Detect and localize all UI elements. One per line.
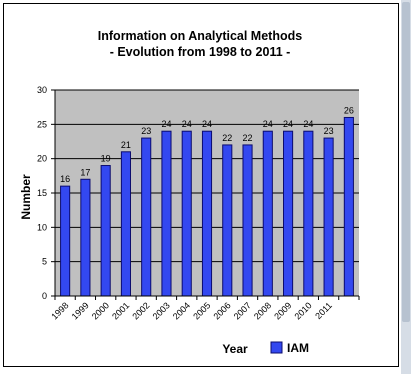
- y-tick-label: 15: [37, 188, 47, 198]
- bar: [120, 151, 131, 297]
- y-tick-label: 10: [37, 222, 47, 232]
- bar-value-label: 24: [283, 119, 293, 129]
- legend-swatch: [270, 341, 283, 354]
- bar-value-label: 24: [202, 119, 212, 129]
- legend-label: IAM: [287, 341, 309, 355]
- bar: [161, 130, 172, 297]
- bar-value-label: 24: [161, 119, 171, 129]
- bar: [262, 130, 273, 297]
- bar: [242, 144, 253, 297]
- x-tick-labels: 1998 1999 2000 2001 2002 2003 2004 2005 2006 2007…: [49, 300, 334, 321]
- bar: [222, 144, 233, 297]
- bar-value-label: 24: [263, 119, 273, 129]
- y-tick-label: 30: [37, 85, 47, 95]
- bar: [181, 130, 192, 297]
- bar-value-label: 17: [80, 167, 90, 177]
- x-tick-label: 2002: [130, 300, 151, 321]
- bar: [201, 130, 213, 297]
- y-tick-label: 20: [37, 154, 47, 164]
- x-tick-label: 2007: [232, 300, 253, 321]
- x-tick-label: 2004: [171, 300, 192, 321]
- x-tick-label: 1999: [70, 300, 91, 321]
- y-tick-labels: 0 5 10 15 20 25 30: [37, 85, 47, 301]
- axes: [51, 89, 360, 300]
- bar-value-label: 23: [141, 126, 151, 136]
- bar-value-label: 23: [324, 126, 334, 136]
- x-tick-label: 2000: [90, 300, 111, 321]
- x-tick-label: 2001: [110, 300, 131, 321]
- bar-value-label: 26: [344, 105, 354, 115]
- bar: [323, 137, 334, 297]
- x-tick-label: 2009: [272, 300, 293, 321]
- bar: [80, 178, 91, 297]
- chart-subtitle: - Evolution from 1998 to 2011 -: [110, 45, 291, 59]
- bar: [141, 137, 152, 297]
- scrollbar-thumb[interactable]: [402, 2, 410, 322]
- chart-title: Information on Analytical Methods: [98, 29, 302, 43]
- x-axis-title: Year: [222, 342, 248, 356]
- bar-value-labels: 16 17 19 21 23 24 24 24 22 22 24 24 24 23 26: [60, 105, 354, 184]
- bar-value-label: 24: [182, 119, 192, 129]
- x-tick-label: 2010: [293, 300, 314, 321]
- bar: [100, 165, 111, 297]
- x-tick-label: 2003: [151, 300, 172, 321]
- bar-value-label: 16: [60, 174, 70, 184]
- x-tick-label: 2008: [252, 300, 273, 321]
- bar: [60, 185, 71, 297]
- bar-value-label: 21: [121, 140, 131, 150]
- bar-value-label: 22: [222, 133, 232, 143]
- x-tick-label: 2005: [191, 300, 212, 321]
- bar: [303, 130, 314, 297]
- y-tick-label: 5: [42, 257, 47, 267]
- x-tick-label: 2006: [211, 300, 232, 321]
- chart-frame: [3, 3, 399, 367]
- bar: [283, 130, 294, 297]
- x-tick-label: 2011: [313, 300, 334, 321]
- y-tick-label: 0: [42, 291, 47, 301]
- bar: [343, 116, 354, 297]
- y-axis-title: Number: [19, 174, 33, 220]
- bar-value-label: 24: [303, 119, 313, 129]
- y-tick-label: 25: [37, 119, 47, 129]
- bar-value-label: 19: [101, 154, 111, 164]
- bar-value-label: 22: [243, 133, 253, 143]
- x-tick-label: 1998: [49, 300, 70, 321]
- legend: IAM: [270, 341, 309, 355]
